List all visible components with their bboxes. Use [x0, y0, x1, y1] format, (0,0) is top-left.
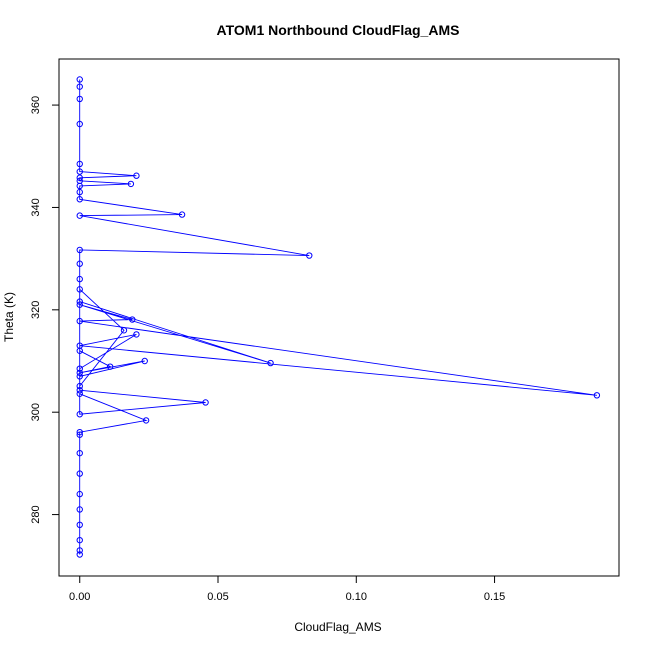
- data-point: [593, 392, 601, 399]
- data-point: [76, 76, 83, 83]
- chart-title: ATOM1 Northbound CloudFlag_AMS: [217, 22, 460, 38]
- y-tick-label: 340: [30, 198, 42, 216]
- data-point: [76, 490, 83, 498]
- y-axis: 280 300 320 340 360: [30, 96, 59, 524]
- y-tick-label: 320: [30, 301, 42, 319]
- data-point: [76, 373, 83, 380]
- data-point: [141, 357, 148, 365]
- data-point: [76, 431, 83, 438]
- y-tick-label: 360: [30, 96, 42, 114]
- data-point: [76, 246, 83, 254]
- data-point: [127, 180, 135, 188]
- data-point: [178, 211, 186, 218]
- x-axis-label: CloudFlag_AMS: [294, 620, 381, 634]
- data-point: [76, 521, 83, 529]
- data-point: [76, 168, 83, 175]
- data-point: [142, 417, 150, 424]
- data-point: [202, 399, 209, 406]
- data-point: [106, 363, 114, 370]
- y-tick-label: 280: [30, 505, 42, 523]
- data-point: [76, 95, 83, 103]
- data-point: [76, 317, 83, 325]
- data-point: [76, 120, 83, 128]
- data-point: [133, 331, 140, 338]
- data-point: [120, 327, 128, 334]
- data-point: [76, 301, 83, 308]
- data-point: [76, 174, 83, 181]
- data-point: [76, 365, 83, 372]
- data-point: [76, 449, 83, 457]
- x-axis: 0.00 0.05 0.10 0.15: [69, 576, 505, 603]
- data-point: [76, 275, 83, 283]
- data-point: [76, 286, 83, 293]
- x-tick-label: 0.10: [346, 591, 367, 603]
- data-point: [76, 390, 83, 397]
- data-point: [76, 212, 83, 219]
- x-tick-label: 0.05: [207, 591, 228, 603]
- series-layer: [76, 76, 601, 558]
- data-point: [76, 347, 83, 354]
- data-point: [76, 196, 83, 203]
- data-point: [76, 369, 83, 376]
- data-point: [76, 182, 83, 190]
- data-point: [267, 359, 274, 367]
- data-point: [76, 382, 83, 390]
- y-tick-label: 300: [30, 403, 42, 421]
- data-point: [76, 188, 83, 196]
- x-tick-label: 0.15: [484, 591, 505, 603]
- data-point: [76, 547, 83, 554]
- data-point: [129, 316, 136, 323]
- x-tick-label: 0.00: [69, 591, 90, 603]
- data-point: [76, 536, 83, 544]
- data-point: [76, 260, 83, 267]
- data-point: [76, 160, 83, 168]
- plot-frame: [58, 58, 620, 577]
- data-point: [76, 83, 83, 90]
- data-point: [76, 470, 83, 477]
- data-point: [306, 252, 313, 259]
- series-line: [79, 79, 597, 555]
- data-point: [133, 172, 140, 179]
- data-point: [76, 411, 83, 418]
- data-point: [76, 551, 83, 558]
- data-point: [76, 386, 83, 394]
- y-axis-label: Theta (K): [2, 292, 16, 342]
- data-point: [76, 506, 83, 513]
- data-point: [76, 428, 83, 436]
- data-point: [76, 298, 83, 305]
